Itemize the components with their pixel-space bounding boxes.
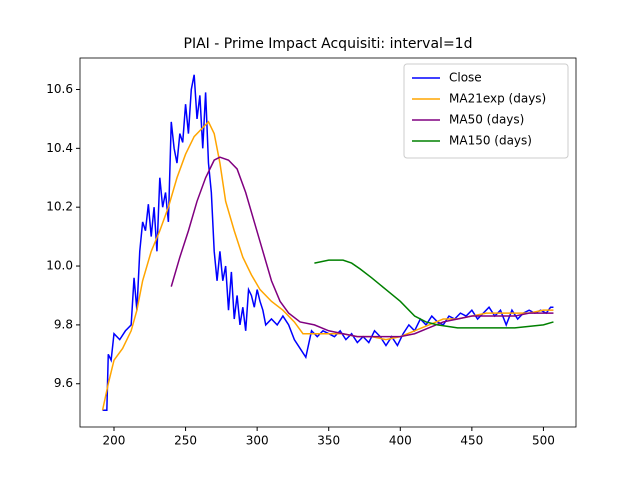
y-tick-label: 9.8 (54, 317, 73, 331)
x-tick-label: 350 (317, 434, 340, 448)
y-tick-label: 10.2 (46, 200, 73, 214)
series-line (314, 259, 554, 329)
x-tick-label: 500 (532, 434, 555, 448)
legend-box (403, 63, 569, 159)
y-tick-label: 10.6 (46, 82, 73, 96)
legend-label: MA150 (days) (449, 134, 532, 148)
series-line (102, 74, 554, 411)
chart-title: PIAI - Prime Impact Acquisiti: interval=… (184, 36, 473, 52)
legend-label: Close (449, 71, 482, 85)
legend-label: MA50 (days) (449, 113, 524, 127)
x-tick-label: 250 (174, 434, 197, 448)
plot-frame (79, 57, 577, 428)
x-tick-label: 200 (103, 434, 126, 448)
x-tick-label: 450 (460, 434, 483, 448)
y-tick-label: 10.4 (46, 141, 73, 155)
x-tick-label: 400 (389, 434, 412, 448)
legend-label: MA21exp (days) (449, 92, 546, 106)
y-tick-label: 9.6 (54, 376, 73, 390)
x-tick-label: 300 (246, 434, 269, 448)
series-line (170, 156, 554, 338)
y-tick-label: 10.0 (46, 259, 73, 273)
